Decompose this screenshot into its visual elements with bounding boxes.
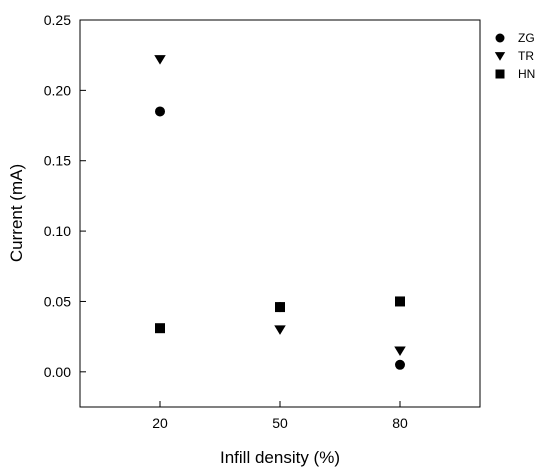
x-axis-title: Infill density (%): [220, 448, 340, 467]
y-tick-label: 0.10: [44, 223, 71, 239]
data-points: [154, 55, 406, 370]
plot-frame: [79, 19, 481, 408]
legend-marker-zg: [495, 33, 505, 43]
y-tick-label: 0.05: [44, 293, 71, 309]
legend-label: HN: [518, 67, 535, 81]
data-point-hn: [275, 302, 285, 313]
y-tick-label: 0.20: [44, 82, 71, 98]
data-point-hn: [155, 323, 165, 334]
x-tick-label: 80: [392, 415, 408, 431]
legend-label: ZG: [518, 31, 535, 45]
y-tick-label: 0.00: [44, 364, 71, 380]
x-axis-ticks: 20 50 80: [152, 401, 408, 431]
data-point-tr: [274, 325, 286, 335]
legend: ZG TR HN: [494, 31, 535, 81]
data-point-zg: [155, 106, 165, 117]
data-point-hn: [395, 296, 405, 307]
x-tick-label: 50: [272, 415, 288, 431]
x-tick-label: 20: [152, 415, 168, 431]
data-point-tr: [154, 55, 166, 65]
y-tick-label: 0.25: [44, 12, 71, 28]
y-axis-ticks: 0.00 0.05 0.10 0.15 0.20 0.25: [44, 12, 86, 380]
data-point-zg: [395, 359, 405, 370]
legend-marker-tr: [494, 52, 506, 61]
data-point-tr: [394, 346, 406, 356]
y-tick-label: 0.15: [44, 153, 71, 169]
y-axis-title: Current (mA): [7, 164, 26, 262]
legend-label: TR: [518, 49, 534, 63]
legend-marker-hn: [495, 69, 505, 79]
